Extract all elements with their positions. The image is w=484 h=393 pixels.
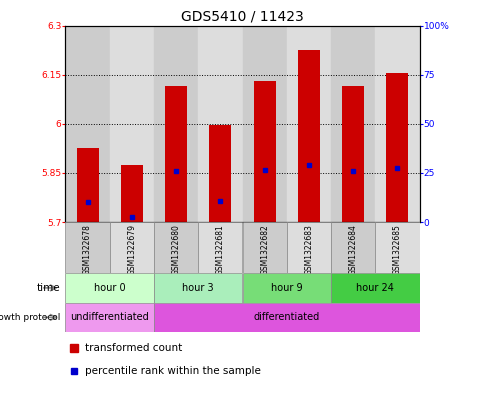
Bar — [375, 26, 419, 222]
Text: transformed count: transformed count — [85, 343, 182, 353]
Bar — [286, 222, 330, 273]
Bar — [242, 222, 286, 273]
Text: GSM1322685: GSM1322685 — [392, 224, 401, 275]
Bar — [65, 273, 153, 303]
Bar — [65, 26, 109, 222]
Bar — [297, 50, 319, 222]
Text: GDS5410 / 11423: GDS5410 / 11423 — [181, 10, 303, 24]
Text: percentile rank within the sample: percentile rank within the sample — [85, 366, 260, 376]
Text: hour 3: hour 3 — [182, 283, 213, 293]
Bar — [109, 26, 153, 222]
Bar — [330, 26, 375, 222]
Text: hour 0: hour 0 — [94, 283, 125, 293]
Bar — [286, 26, 330, 222]
Text: GSM1322684: GSM1322684 — [348, 224, 357, 275]
Text: hour 24: hour 24 — [356, 283, 393, 293]
Bar — [65, 303, 153, 332]
Bar — [198, 222, 242, 273]
Text: GSM1322682: GSM1322682 — [259, 224, 269, 275]
Bar — [330, 222, 375, 273]
Bar — [109, 222, 153, 273]
Bar — [242, 26, 286, 222]
Bar — [165, 86, 187, 222]
Bar — [76, 149, 98, 222]
Text: undifferentiated: undifferentiated — [70, 312, 149, 322]
Text: GSM1322679: GSM1322679 — [127, 224, 136, 275]
Bar — [153, 273, 242, 303]
Bar — [209, 125, 231, 222]
Bar — [65, 222, 109, 273]
Bar — [153, 222, 198, 273]
Text: GSM1322678: GSM1322678 — [83, 224, 92, 275]
Text: GSM1322680: GSM1322680 — [171, 224, 180, 275]
Text: GSM1322681: GSM1322681 — [215, 224, 225, 275]
Bar — [198, 26, 242, 222]
Text: GSM1322683: GSM1322683 — [304, 224, 313, 275]
Bar — [341, 86, 363, 222]
Text: hour 9: hour 9 — [271, 283, 302, 293]
Bar — [330, 273, 419, 303]
Bar — [153, 26, 198, 222]
Bar — [121, 165, 143, 222]
Bar — [375, 222, 419, 273]
Bar — [386, 73, 408, 222]
Text: differentiated: differentiated — [253, 312, 319, 322]
Bar — [253, 81, 275, 222]
Text: growth protocol: growth protocol — [0, 313, 60, 322]
Text: time: time — [37, 283, 60, 293]
Bar — [153, 303, 419, 332]
Bar — [242, 273, 330, 303]
